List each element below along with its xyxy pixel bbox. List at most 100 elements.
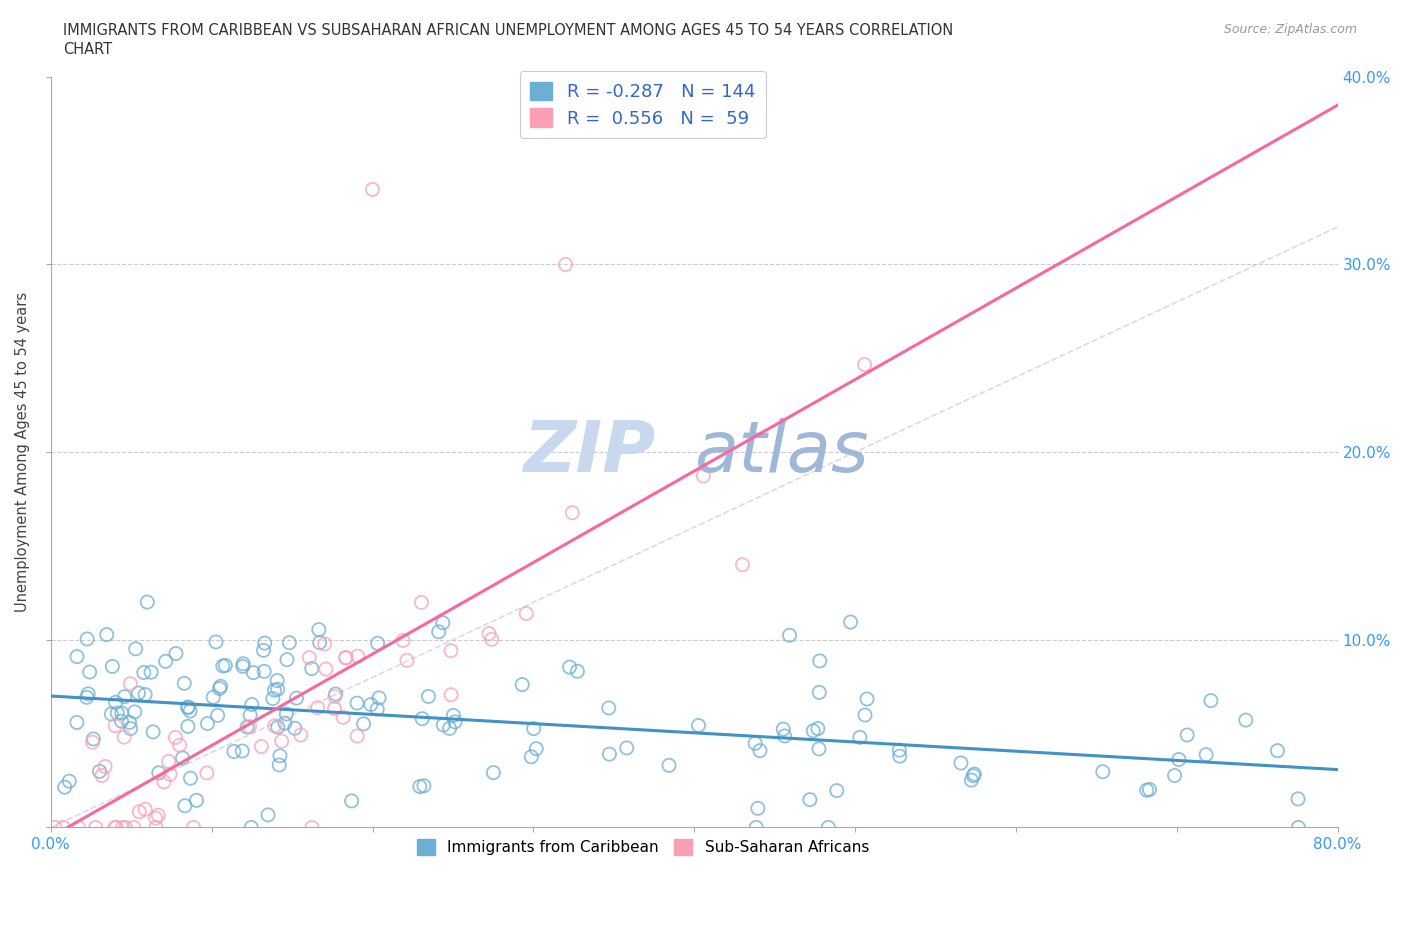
Point [278,635,301,650]
Point [263,683,285,698]
Point [77,686,100,701]
Point [440,687,463,702]
Point [314,636,336,651]
Point [84,820,107,835]
Point [276,707,298,722]
Point [118,715,141,730]
Point [1175,727,1198,742]
Point [298,650,321,665]
Point [179,771,201,786]
Point [53,779,76,794]
Point [598,747,620,762]
Point [808,685,831,700]
Point [197,716,219,731]
Point [773,728,796,743]
Point [252,643,274,658]
Point [368,690,391,705]
Point [335,650,357,665]
Point [124,642,146,657]
Point [67,820,90,835]
Point [567,664,589,679]
Point [169,737,191,752]
Point [105,706,128,721]
Point [481,631,503,646]
Point [186,793,208,808]
Point [253,636,276,651]
Point [211,658,233,673]
Point [177,700,200,715]
Point [148,765,170,780]
Point [749,743,772,758]
Point [849,730,872,745]
Point [1136,783,1159,798]
Point [1139,782,1161,797]
Point [439,721,461,736]
Point [253,664,276,679]
Point [238,719,260,734]
Point [325,686,347,701]
Point [207,708,229,723]
Point [889,749,911,764]
Point [236,720,259,735]
Point [114,820,136,835]
Point [111,706,134,721]
Text: IMMIGRANTS FROM CARIBBEAN VS SUBSAHARAN AFRICAN UNEMPLOYMENT AMONG AGES 45 TO 54: IMMIGRANTS FROM CARIBBEAN VS SUBSAHARAN … [63,23,953,38]
Point [1163,768,1185,783]
Point [232,659,254,674]
Point [308,635,330,650]
Point [478,626,501,641]
Point [427,624,450,639]
Point [598,700,620,715]
Point [308,622,330,637]
Point [52,820,75,835]
Point [111,820,134,835]
Text: atlas: atlas [695,418,869,486]
Point [361,182,384,197]
Point [134,687,156,702]
Point [441,708,464,723]
Point [148,808,170,823]
Point [284,721,307,736]
Point [360,698,382,712]
Point [214,658,236,673]
Point [524,741,547,756]
Point [242,665,264,680]
Point [440,644,463,658]
Point [159,767,181,782]
Point [779,628,801,643]
Point [963,766,986,781]
Point [523,721,546,736]
Point [1286,791,1309,806]
Point [177,719,200,734]
Point [745,820,768,835]
Point [1167,752,1189,767]
Point [276,652,298,667]
Point [262,691,284,706]
Point [145,811,167,826]
Point [250,739,273,754]
Point [413,778,436,793]
Point [432,718,454,733]
Point [323,689,346,704]
Point [66,715,89,730]
Point [132,665,155,680]
Point [66,649,89,664]
Point [561,505,583,520]
Point [134,802,156,817]
Point [1286,820,1309,835]
Point [101,659,124,674]
Text: Source: ZipAtlas.com: Source: ZipAtlas.com [1223,23,1357,36]
Point [240,698,263,712]
Point [1234,712,1257,727]
Point [747,801,769,816]
Point [799,792,821,807]
Point [122,820,145,835]
Point [960,773,983,788]
Point [79,665,101,680]
Point [263,719,285,734]
Point [856,692,879,707]
Point [136,594,159,609]
Point [817,820,839,835]
Point [114,689,136,704]
Point [94,759,117,774]
